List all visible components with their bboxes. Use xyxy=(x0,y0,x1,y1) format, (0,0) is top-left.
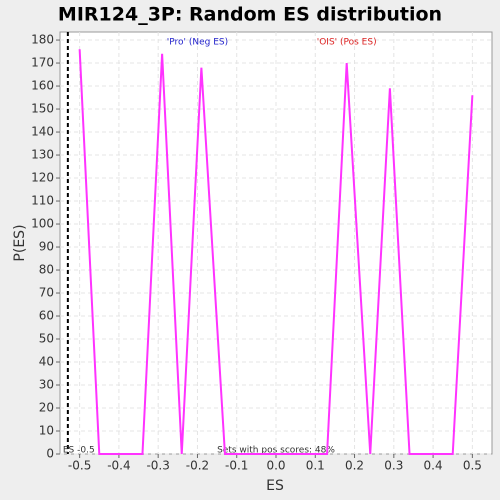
y-tick-label: 30 xyxy=(39,378,54,392)
y-tick-label: 130 xyxy=(31,148,54,162)
x-tick-label: -0.2 xyxy=(186,459,209,473)
y-tick-label: 170 xyxy=(31,56,54,70)
y-tick-label: 10 xyxy=(39,424,54,438)
y-tick-label: 100 xyxy=(31,217,54,231)
x-tick-label: 0.0 xyxy=(266,459,285,473)
chart-title: MIR124_3P: Random ES distribution xyxy=(58,4,442,26)
x-tick-label: -0.1 xyxy=(225,459,248,473)
y-tick-label: 20 xyxy=(39,401,54,415)
y-tick-label: 160 xyxy=(31,79,54,93)
x-tick-label: 0.3 xyxy=(384,459,403,473)
y-tick-label: 50 xyxy=(39,332,54,346)
footnote: Sets with pos scores: 48% xyxy=(217,446,335,456)
y-tick-label: 180 xyxy=(31,33,54,47)
y-tick-label: 120 xyxy=(31,171,54,185)
y-axis-label: P(ES) xyxy=(12,224,28,261)
x-tick-label: -0.5 xyxy=(68,459,91,473)
y-tick-label: 70 xyxy=(39,286,54,300)
y-tick-label: 80 xyxy=(39,263,54,277)
x-tick-label: 0.2 xyxy=(345,459,364,473)
y-tick-label: 110 xyxy=(31,194,54,208)
annotation: 'Pro' (Neg ES) xyxy=(167,38,228,48)
x-tick-label: -0.4 xyxy=(107,459,130,473)
x-tick-label: 0.5 xyxy=(463,459,482,473)
y-tick-label: 140 xyxy=(31,125,54,139)
y-tick-label: 40 xyxy=(39,355,54,369)
x-tick-label: 0.4 xyxy=(424,459,443,473)
y-tick-label: 0 xyxy=(46,447,54,461)
annotation: 'OIS' (Pos ES) xyxy=(317,38,377,48)
y-tick-label: 150 xyxy=(31,102,54,116)
x-axis-label: ES xyxy=(266,478,284,494)
y-tick-label: 90 xyxy=(39,240,54,254)
es-label: ES -0.5 xyxy=(63,446,95,456)
data-line xyxy=(78,49,474,455)
y-tick-label: 60 xyxy=(39,309,54,323)
x-tick-label: -0.3 xyxy=(146,459,169,473)
x-tick-label: 0.1 xyxy=(306,459,325,473)
